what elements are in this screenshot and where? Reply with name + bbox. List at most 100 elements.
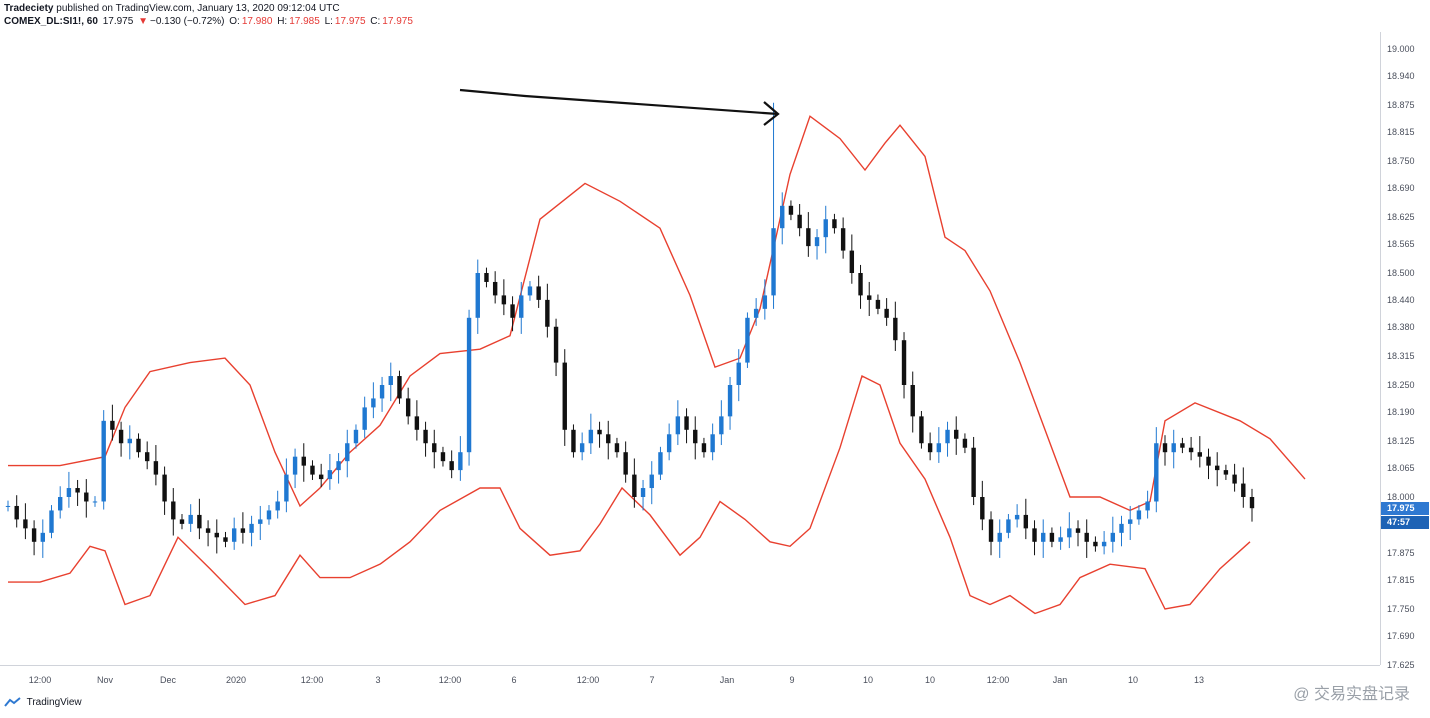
candle-body <box>101 420 106 502</box>
candle-body <box>510 304 515 318</box>
publisher-name[interactable]: Tradeciety <box>4 3 54 14</box>
candle-body <box>745 317 750 363</box>
candle-body <box>997 532 1002 542</box>
candle-body <box>980 497 985 520</box>
watermark-text: @ 交易实盘记录 <box>1293 686 1410 703</box>
x-tick-label: Jan <box>1052 675 1068 685</box>
candle-body <box>945 429 950 444</box>
candle-body <box>849 250 855 273</box>
candle-body <box>327 470 333 480</box>
candle-body <box>214 532 219 538</box>
candle-body <box>927 443 933 453</box>
candle-body <box>666 434 672 453</box>
candle-body <box>910 385 915 417</box>
x-tick-label: 12:00 <box>438 675 462 685</box>
change-arrow-icon: ▼ <box>138 16 148 27</box>
candle-body <box>884 308 889 318</box>
candle-body <box>971 447 976 497</box>
y-tick-label: 18.250 <box>1387 380 1415 390</box>
candle-body <box>1197 452 1203 457</box>
candle-body <box>136 438 141 453</box>
candle-body <box>345 443 350 462</box>
candle-body <box>162 474 167 502</box>
candle-body <box>75 488 80 493</box>
candle-body <box>684 416 689 430</box>
candle-body <box>1075 528 1081 533</box>
high-value: 17.985 <box>289 16 320 27</box>
y-tick-label: 18.565 <box>1387 238 1415 249</box>
candle-body <box>875 299 881 309</box>
candle-body <box>223 537 228 542</box>
candle-body <box>423 429 428 444</box>
candle-body <box>597 429 602 435</box>
y-tick-label: 17.625 <box>1387 660 1415 670</box>
x-tick-label: 10 <box>862 675 874 685</box>
symbol-label[interactable]: COMEX_DL:SI1!, 60 <box>4 16 98 27</box>
candle-body <box>571 429 576 453</box>
time-axis[interactable]: 12:00 Nov Dec 2020 12:00 3 12:00 6 12:00 7 Jan 9 10 1… <box>0 665 1380 696</box>
candle-body <box>867 295 872 300</box>
candle-body <box>405 398 411 417</box>
candle-body <box>432 443 437 453</box>
x-tick-label: 12:00 <box>986 675 1010 685</box>
candle-body <box>1188 447 1194 453</box>
candle-body <box>1023 514 1029 529</box>
brand-name[interactable]: TradingView <box>26 697 82 708</box>
x-tick-label: 2020 <box>225 675 247 685</box>
candle-body <box>179 519 185 524</box>
candle-body <box>606 434 611 444</box>
candle-body <box>31 528 37 542</box>
candle-body <box>1041 532 1046 542</box>
candle-body <box>127 438 132 444</box>
candle-body <box>84 492 89 502</box>
y-tick-label: 18.315 <box>1387 350 1415 361</box>
candle-body <box>414 416 420 430</box>
candle-body <box>1084 532 1089 542</box>
candle-body <box>336 461 341 471</box>
candle-body <box>1180 443 1185 448</box>
close-label: C: <box>370 16 381 27</box>
candle-body <box>858 273 863 296</box>
candle-body <box>379 385 385 399</box>
candle-body <box>397 376 402 399</box>
price-chart[interactable] <box>0 32 1380 665</box>
y-tick-label: 18.625 <box>1387 212 1415 222</box>
chart-header: Tradeciety published on TradingView.com,… <box>4 0 1424 32</box>
bollinger-lower-band <box>8 375 1251 615</box>
x-tick-label: 6 <box>511 675 517 685</box>
candle-body <box>788 205 794 215</box>
candle-body <box>153 461 159 475</box>
candle-body <box>919 416 924 444</box>
candle-body <box>275 501 280 511</box>
price-axis[interactable]: 19.000 18.940 18.875 18.815 18.750 18.690 18.6… <box>1380 32 1430 670</box>
candle-body <box>188 514 193 524</box>
x-tick-label: 12:00 <box>300 675 324 685</box>
candle-body <box>1241 483 1246 497</box>
y-tick-label: 18.380 <box>1387 321 1415 332</box>
candle-body <box>658 452 663 475</box>
y-tick-label: 18.500 <box>1387 268 1415 278</box>
candle-body <box>753 308 759 318</box>
last-price: 17.975 <box>102 16 134 27</box>
candle-body <box>118 429 124 444</box>
footer: TradingView <box>4 697 82 715</box>
x-tick-label: 12:00 <box>28 675 52 685</box>
candle-body <box>962 438 968 448</box>
candle-body <box>797 214 802 229</box>
candle-body <box>249 523 254 533</box>
published-text: published on TradingView.com, January 13… <box>56 3 340 14</box>
candle-body <box>954 429 959 439</box>
y-tick-label: 18.940 <box>1387 70 1415 81</box>
candle-body <box>614 443 620 453</box>
y-tick-label: 18.190 <box>1387 406 1415 417</box>
candle-body <box>1145 501 1150 511</box>
candle-body <box>649 474 654 489</box>
candle-body <box>553 326 559 363</box>
close-value: 17.975 <box>382 16 413 27</box>
candle-body <box>1014 514 1020 520</box>
candle-body <box>893 317 898 341</box>
candle-body <box>23 519 28 529</box>
candle-body <box>5 505 11 507</box>
candle-body <box>901 340 907 385</box>
x-tick-label: Dec <box>159 675 177 685</box>
